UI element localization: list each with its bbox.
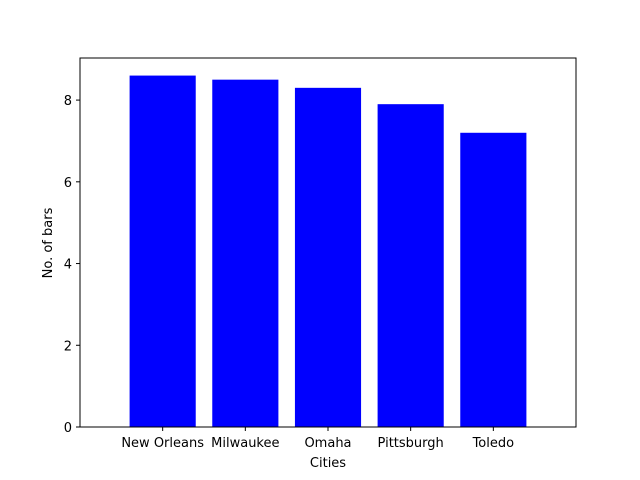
x-axis-ticks: New Orleans Milwaukee Omaha Pittsburgh Toled…	[121, 427, 514, 451]
bar-new-orleans	[129, 75, 196, 428]
x-tick-label: Omaha	[304, 436, 351, 451]
y-axis-ticks: 0 2 4 6 8	[64, 94, 80, 436]
x-tick-label: Toledo	[472, 436, 515, 451]
bar-omaha	[294, 87, 362, 427]
bar-pittsburgh	[377, 104, 444, 427]
y-axis-label: No. of bars	[41, 207, 56, 278]
x-tick-label: New Orleans	[121, 436, 204, 451]
y-tick-label: 6	[64, 176, 72, 191]
y-tick-label: 4	[64, 258, 72, 273]
x-tick-label: Pittsburgh	[378, 436, 444, 451]
bars-layer	[129, 75, 527, 428]
y-tick-label: 2	[64, 339, 72, 354]
x-tick-label: Milwaukee	[211, 436, 279, 451]
bar-toledo	[460, 132, 527, 427]
x-axis-label: Cities	[310, 456, 346, 471]
y-tick-label: 0	[64, 421, 72, 436]
bar-milwaukee	[212, 79, 279, 427]
y-tick-label: 8	[64, 94, 72, 109]
